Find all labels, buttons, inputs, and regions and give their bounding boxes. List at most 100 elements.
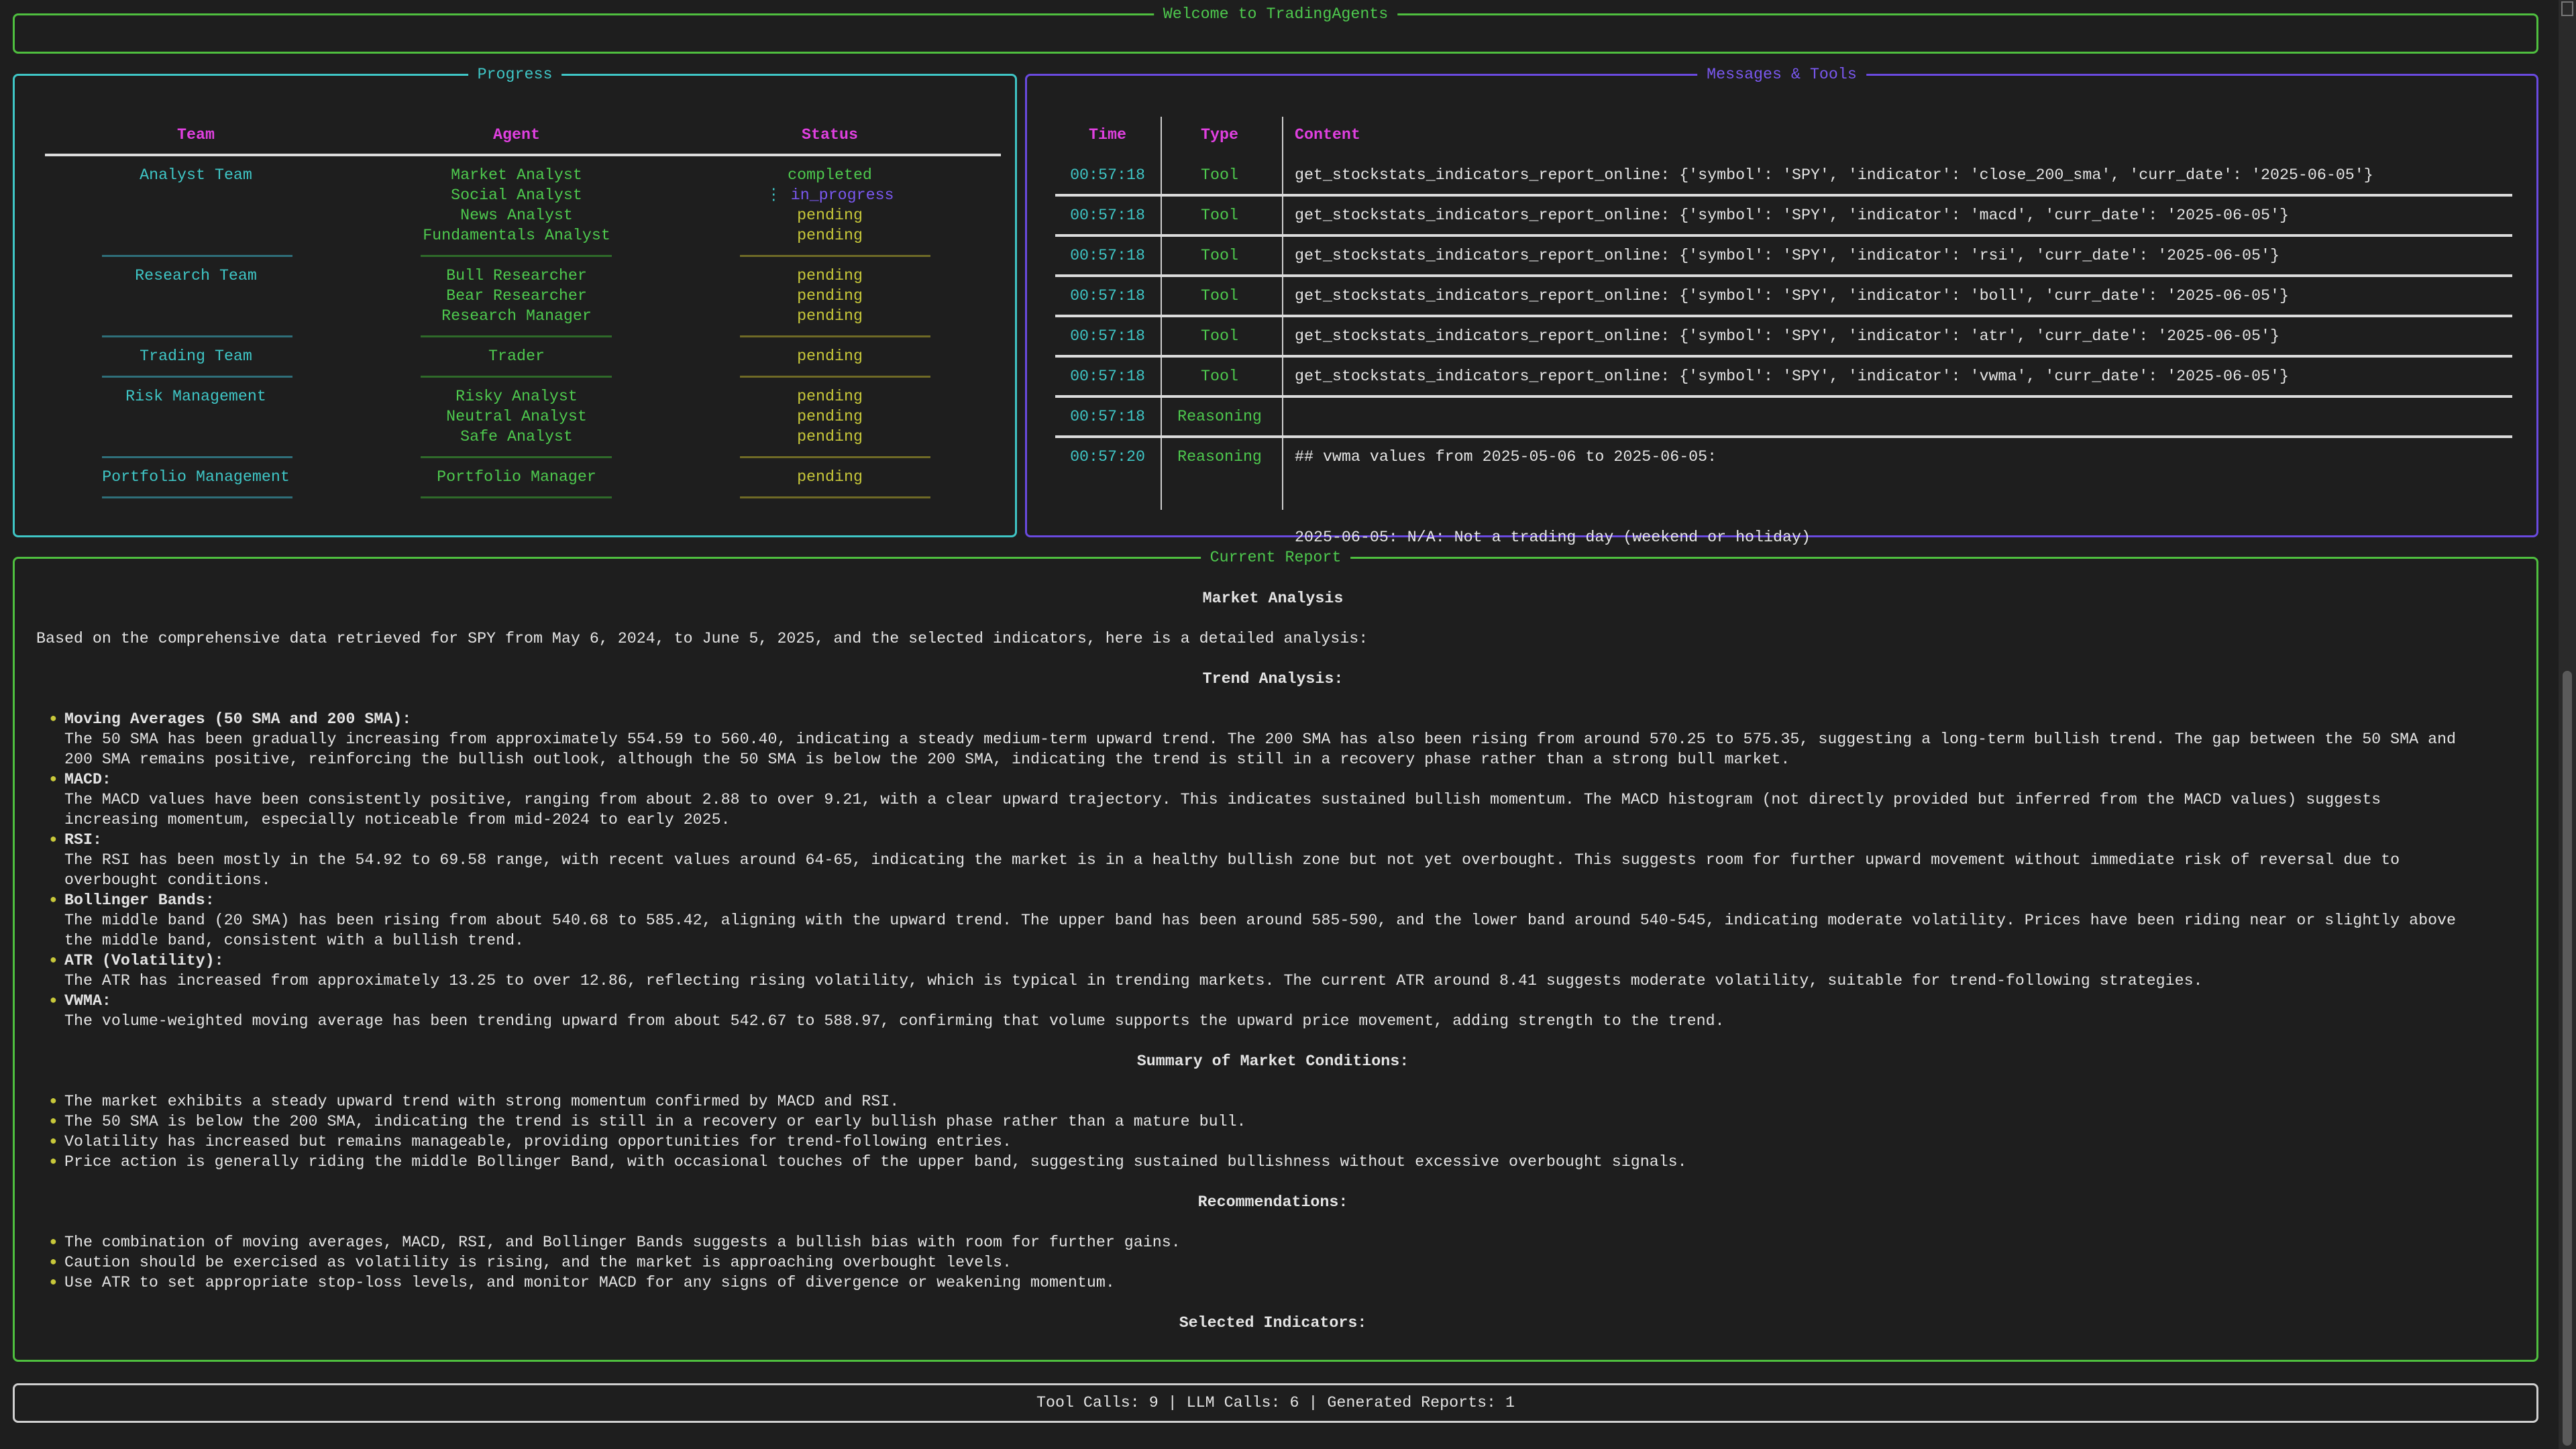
list-item: ● Volatility has increased but remains ma… <box>36 1132 2471 1152</box>
row-divider <box>1055 194 2512 197</box>
list-item-text: Caution should be exercised as volatilit… <box>64 1254 1012 1271</box>
list-item-title: ATR (Volatility): <box>64 952 224 969</box>
list-item-text: The 50 SMA is below the 200 SMA, indicat… <box>64 1113 1246 1130</box>
list-item: ● Caution should be exercised as volatili… <box>36 1252 2471 1273</box>
bullet-icon: ● <box>50 1115 57 1128</box>
column-header-type: Type <box>1201 126 1238 144</box>
message-time: 00:57:18 <box>1070 247 1145 264</box>
agent-status: pending <box>797 287 863 305</box>
message-type: Tool <box>1201 327 1238 345</box>
message-content: get_stockstats_indicators_report_online:… <box>1295 327 2279 345</box>
agent-name: Research Manager <box>441 307 592 325</box>
row-divider <box>1055 435 2512 438</box>
agent-name: Fundamentals Analyst <box>423 227 610 244</box>
column-header-team: Team <box>177 126 215 144</box>
list-item: ● VWMA: The volume-weighted moving average… <box>36 991 2471 1031</box>
message-type: Tool <box>1201 368 1238 385</box>
list-item-title: RSI: <box>64 831 102 849</box>
team-divider <box>102 335 292 337</box>
bullet-icon: ● <box>50 773 57 786</box>
agent-status: pending <box>797 388 863 405</box>
list-item-text: The market exhibits a steady upward tren… <box>64 1093 900 1110</box>
status-divider <box>740 376 930 378</box>
bullet-icon: ● <box>50 1236 57 1249</box>
bullet-icon: ● <box>50 954 57 967</box>
bullet-icon: ● <box>50 712 57 726</box>
status-divider <box>740 255 930 257</box>
stats-text: Tool Calls: 9 | LLM Calls: 6 | Generated… <box>1036 1394 1515 1411</box>
agent-status: pending <box>797 207 863 224</box>
list-item: ● The 50 SMA is below the 200 SMA, indica… <box>36 1112 2471 1132</box>
agent-status: pending <box>797 307 863 325</box>
list-item-title: Bollinger Bands: <box>64 892 215 909</box>
trend-list: ● Moving Averages (50 SMA and 200 SMA): Th… <box>36 709 2510 1031</box>
column-divider <box>1161 117 1162 510</box>
messages-panel: Messages & Tools Time Type Content 00:57… <box>1025 64 2538 546</box>
message-content: get_stockstats_indicators_report_online:… <box>1295 247 2279 264</box>
agent-name: News Analyst <box>460 207 573 224</box>
summary-heading: Summary of Market Conditions: <box>1136 1053 1409 1070</box>
column-header-content: Content <box>1295 126 1360 144</box>
agent-status: pending <box>797 267 863 284</box>
agent-divider <box>421 335 612 337</box>
row-divider <box>1055 274 2512 277</box>
team-name: Portfolio Management <box>102 468 290 486</box>
spinner-icon: ⋮ <box>765 186 791 204</box>
message-content: 2025-06-05: N/A: Not a trading day (week… <box>1295 529 1811 546</box>
message-content: ## vwma values from 2025-05-06 to 2025-0… <box>1295 448 1717 466</box>
list-item-text: Volatility has increased but remains man… <box>64 1133 1012 1150</box>
message-time: 00:57:18 <box>1070 408 1145 425</box>
team-name: Research Team <box>135 267 257 284</box>
list-item-text: The 50 SMA has been gradually increasing… <box>64 731 2465 768</box>
list-item-text: Use ATR to set appropriate stop-loss lev… <box>64 1274 1115 1291</box>
agent-name: Risky Analyst <box>455 388 578 405</box>
bullet-icon: ● <box>50 994 57 1008</box>
message-time: 00:57:18 <box>1070 327 1145 345</box>
agent-status: pending <box>797 468 863 486</box>
bullet-icon: ● <box>50 1095 57 1108</box>
bullet-icon: ● <box>50 1155 57 1169</box>
list-item-text: The volume-weighted moving average has b… <box>64 1012 1725 1030</box>
report-heading: Market Analysis <box>1202 590 1344 607</box>
agent-name: Safe Analyst <box>460 428 573 445</box>
agent-status: pending <box>797 227 863 244</box>
welcome-title: Welcome to TradingAgents <box>1153 4 1398 24</box>
list-item-text: The RSI has been mostly in the 54.92 to … <box>64 851 2410 889</box>
row-divider <box>1055 234 2512 237</box>
list-item: ● RSI: The RSI has been mostly in the 54.9… <box>36 830 2471 890</box>
agent-name: Social Analyst <box>451 186 582 204</box>
list-item: ● The combination of moving averages, MAC… <box>36 1232 2471 1252</box>
message-type: Reasoning <box>1177 408 1262 425</box>
column-header-status: Status <box>802 126 858 144</box>
indicators-heading: Selected Indicators: <box>1179 1314 1367 1332</box>
column-header-agent: Agent <box>493 126 540 144</box>
progress-panel: Progress Team Agent Status Analyst Team M… <box>13 64 1017 537</box>
agent-divider <box>421 496 612 498</box>
list-item-text: The MACD values have been consistently p… <box>64 791 2391 828</box>
agent-divider <box>421 456 612 458</box>
list-item: ● Bollinger Bands: The middle band (20 SMA… <box>36 890 2471 951</box>
list-item: ● MACD: The MACD values have been consiste… <box>36 769 2471 830</box>
column-divider <box>1282 117 1283 510</box>
scrollbar[interactable] <box>2559 0 2576 1449</box>
message-type: Tool <box>1201 166 1238 184</box>
list-item-text: Price action is generally riding the mid… <box>64 1153 1687 1171</box>
message-content: get_stockstats_indicators_report_online:… <box>1295 207 2289 224</box>
agent-name: Market Analyst <box>451 166 582 184</box>
list-item-text: The ATR has increased from approximately… <box>64 972 2203 989</box>
bullet-icon: ● <box>50 833 57 847</box>
agent-name: Portfolio Manager <box>437 468 596 486</box>
message-time: 00:57:18 <box>1070 166 1145 184</box>
recommendations-heading: Recommendations: <box>1197 1193 1348 1211</box>
column-header-time: Time <box>1089 126 1126 144</box>
progress-title: Progress <box>468 64 562 85</box>
list-item-title: VWMA: <box>64 992 111 1010</box>
team-divider <box>102 376 292 378</box>
report-intro: Based on the comprehensive data retrieve… <box>36 630 1368 647</box>
message-time: 00:57:18 <box>1070 287 1145 305</box>
bullet-icon: ● <box>50 1276 57 1289</box>
team-name: Risk Management <box>125 388 266 405</box>
list-item-title: Moving Averages (50 SMA and 200 SMA): <box>64 710 412 728</box>
scrollbar-thumb[interactable] <box>2563 671 2572 1446</box>
trend-heading: Trend Analysis: <box>1202 670 1344 688</box>
